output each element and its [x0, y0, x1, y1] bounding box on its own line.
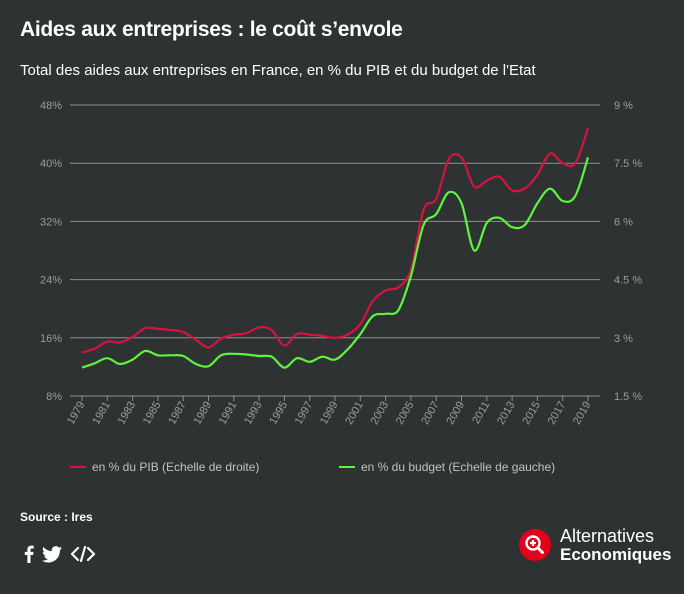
x-tick-label: 2001	[343, 400, 366, 427]
x-tick-label: 1981	[90, 400, 113, 427]
embed-code-icon[interactable]	[70, 544, 96, 564]
legend-label-pib: en % du PIB (Echelle de droite)	[92, 460, 260, 474]
x-tick-label: 2011	[470, 400, 492, 426]
y-right-tick-label: 3 %	[614, 333, 633, 345]
legend-item-budget: en % du budget (Echelle de gauche)	[339, 460, 555, 474]
source-note: Source : Ires	[20, 510, 93, 524]
y-right-tick-label: 4.5 %	[614, 275, 642, 287]
x-tick-label: 2003	[369, 400, 392, 427]
series-line-pib	[81, 127, 590, 354]
legend-swatch-pib	[70, 466, 86, 468]
y-left-tick-label: 48%	[40, 100, 62, 112]
logo-text-line2: Economiques	[560, 544, 672, 564]
x-tick-label: 1991	[217, 400, 240, 427]
magnifier-logo-icon	[519, 529, 551, 562]
line-chart: 8% 1.5 % 16% 3 % 24% 4.5 % 32% 6 % 40% 7.5 % 48% 9 …	[40, 100, 642, 427]
facebook-icon[interactable]	[24, 544, 34, 564]
twitter-icon[interactable]	[42, 544, 62, 564]
x-tick-label: 2007	[419, 400, 442, 427]
x-tick-label: 1993	[242, 400, 265, 427]
y-left-tick-label: 32%	[40, 216, 62, 228]
chart-subtitle: Total des aides aux entreprises en Franc…	[20, 62, 536, 79]
x-tick-label: 2019	[571, 400, 594, 427]
series-line-budget	[81, 157, 590, 369]
x-tick-label: 2005	[394, 400, 417, 427]
legend-item-pib: en % du PIB (Echelle de droite)	[70, 460, 259, 474]
share-bar	[24, 544, 96, 564]
y-left-tick-label: 40%	[40, 158, 62, 170]
legend-label-budget: en % du budget (Echelle de gauche)	[361, 460, 556, 474]
x-tick-label: 1979	[65, 400, 88, 427]
y-left-tick-label: 16%	[40, 333, 62, 345]
x-tick-label: 1985	[141, 400, 164, 427]
x-tick-label: 2015	[520, 400, 543, 427]
x-tick-label: 2009	[444, 400, 467, 427]
y-right-tick-label: 6 %	[614, 216, 633, 228]
y-right-tick-label: 9 %	[614, 100, 633, 112]
alternatives-economiques-logo[interactable]: Alternatives Economiques	[518, 527, 671, 564]
logo-text-line1: Alternatives	[560, 526, 655, 546]
x-tick-label: 1999	[318, 400, 341, 427]
legend-swatch-budget	[339, 466, 355, 468]
x-tick-label: 1987	[166, 400, 189, 427]
x-tick-label: 1983	[116, 400, 139, 427]
chart-title: Aides aux entreprises : le coût s’envole	[20, 18, 403, 41]
y-left-tick-label: 8%	[46, 391, 62, 403]
x-tick-label: 2013	[495, 400, 518, 427]
x-tick-label: 2017	[546, 400, 569, 427]
y-right-tick-label: 1.5 %	[614, 391, 642, 403]
x-tick-label: 1989	[191, 400, 214, 427]
x-tick-label: 1995	[267, 400, 290, 427]
y-left-tick-label: 24%	[40, 275, 62, 287]
y-right-tick-label: 7.5 %	[614, 158, 642, 170]
x-tick-label: 1997	[293, 400, 316, 427]
